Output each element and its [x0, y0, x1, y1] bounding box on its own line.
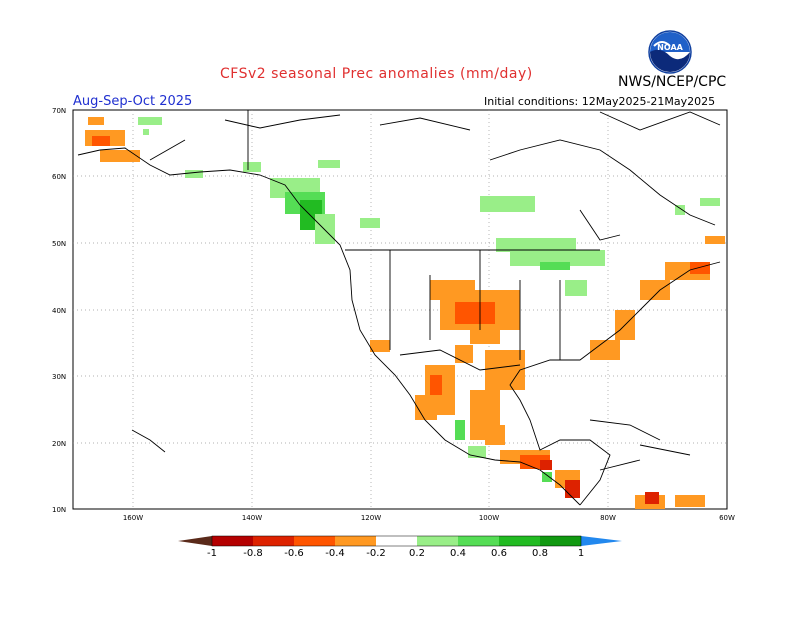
- lat-label: 50N: [52, 240, 66, 248]
- lon-label: 100W: [479, 514, 499, 522]
- colorbar-label: 0.8: [532, 548, 548, 559]
- svg-text:NOAA: NOAA: [657, 43, 683, 52]
- colorbar-label: 0.6: [491, 548, 507, 559]
- lon-label: 80W: [600, 514, 616, 522]
- colorbar-swatch: [294, 536, 335, 546]
- lat-label: 40N: [52, 307, 66, 315]
- colorbar-label: 0.4: [450, 548, 466, 559]
- colorbar-swatch: [540, 536, 581, 546]
- colorbar-swatch: [335, 536, 376, 546]
- colorbar-label: -0.8: [243, 548, 263, 559]
- colorbar-label: 0.2: [409, 548, 425, 559]
- colorbar-swatch: [178, 536, 212, 546]
- agency-label: NWS/NCEP/CPC: [618, 74, 727, 90]
- colorbar-swatch: [499, 536, 540, 546]
- lon-label: 60W: [719, 514, 735, 522]
- map-gridlines: [73, 110, 727, 509]
- lat-label: 70N: [52, 107, 66, 115]
- colorbar-swatch: [417, 536, 458, 546]
- lat-label: 10N: [52, 506, 66, 514]
- colorbar-label: -0.2: [366, 548, 386, 559]
- colorbar-swatch: [581, 536, 622, 546]
- colorbar: -1 -0.8 -0.6 -0.4 -0.2 0.2 0.4 0.6 0.8 1: [178, 535, 622, 559]
- colorbar-label: -0.4: [325, 548, 345, 559]
- lat-label: 30N: [52, 373, 66, 381]
- colorbar-label: -0.6: [284, 548, 304, 559]
- lon-label: 120W: [361, 514, 381, 522]
- noaa-logo-icon: NOAA: [648, 30, 692, 74]
- colorbar-swatch: [458, 536, 499, 546]
- coastlines: [77, 110, 721, 506]
- season-label: Aug-Sep-Oct 2025: [73, 94, 193, 109]
- lon-label: 140W: [242, 514, 262, 522]
- lat-label: 60N: [52, 173, 66, 181]
- colorbar-swatch: [376, 536, 417, 546]
- lon-labels: 160W 140W 120W 100W 80W 60W: [123, 514, 735, 522]
- lat-labels: 70N 60N 50N 40N 30N 20N 10N: [52, 107, 66, 514]
- colorbar-label: -1: [207, 548, 217, 559]
- chart-title: CFSv2 seasonal Prec anomalies (mm/day): [220, 66, 533, 82]
- colorbar-label: 1: [578, 548, 584, 559]
- lat-label: 20N: [52, 440, 66, 448]
- wet-anomaly-regions: [138, 117, 720, 482]
- lon-label: 160W: [123, 514, 143, 522]
- colorbar-swatch: [253, 536, 294, 546]
- initial-conditions-label: Initial conditions: 12May2025-21May2025: [484, 95, 716, 108]
- colorbar-swatch: [212, 536, 253, 546]
- map-frame: [72, 109, 728, 510]
